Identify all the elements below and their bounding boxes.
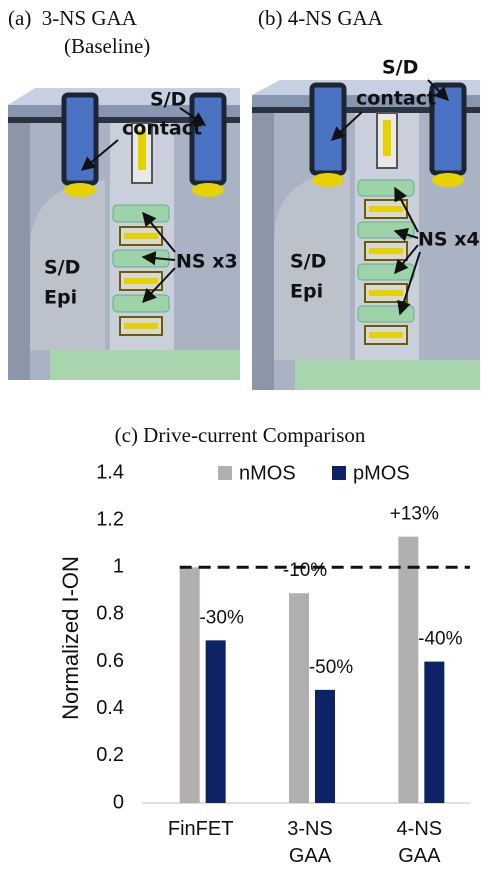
legend-label: pMOS — [353, 462, 410, 484]
chart-title: (c) Drive-current Comparison — [115, 423, 366, 447]
epi-label: Epi — [290, 281, 323, 303]
figure: (a) 3-NS GAA (Baseline) (b) 4-NS GAA S/D… — [0, 0, 481, 871]
contact-label: S/D — [382, 57, 418, 79]
panel-label: (b) 4-NS GAA — [258, 6, 384, 30]
y-tick-label: 1.4 — [96, 461, 124, 483]
y-tick-label: 1 — [113, 556, 124, 578]
y-tick-label: 0.4 — [96, 697, 124, 719]
bar — [315, 690, 335, 803]
bar-annotation: -40% — [418, 629, 462, 650]
legend-label: nMOS — [239, 462, 296, 484]
bar-annotation: -50% — [309, 657, 353, 678]
bar-annotation: -10% — [283, 560, 327, 581]
y-tick-label: 0.8 — [96, 603, 124, 625]
contact-label: S/D — [150, 89, 186, 111]
y-tick-label: 0.6 — [96, 650, 124, 672]
bar — [206, 640, 226, 803]
x-tick-label: FinFET — [166, 816, 236, 843]
panel-label: (a) 3-NS GAA — [8, 6, 138, 30]
y-axis-label: Normalized I-ON — [58, 556, 83, 720]
panel-sublabel: (Baseline) — [64, 34, 150, 58]
epi-label: S/D — [44, 257, 80, 279]
epi-label: Epi — [44, 287, 77, 309]
ns-label: NS x4 — [418, 229, 480, 251]
bar — [424, 662, 444, 803]
canvas: (a) 3-NS GAA (Baseline) (b) 4-NS GAA S/D… — [0, 0, 481, 871]
bar-annotation: -30% — [199, 607, 243, 628]
x-tick-label: 4-NS GAA — [384, 816, 454, 870]
bar-annotation: +13% — [390, 504, 439, 525]
legend-swatch — [332, 466, 346, 480]
y-tick-label: 1.2 — [96, 508, 124, 530]
epi-label: S/D — [290, 251, 326, 273]
y-tick-label: 0 — [113, 791, 124, 813]
legend-swatch — [218, 466, 232, 480]
contact-label: contact — [122, 118, 202, 140]
contact-label: contact — [356, 88, 436, 110]
x-tick-label: 3-NS GAA — [275, 816, 345, 870]
ns-label: NS x3 — [176, 251, 238, 273]
bar — [398, 537, 418, 803]
bar — [180, 567, 200, 803]
bar — [289, 593, 309, 803]
y-tick-label: 0.2 — [96, 744, 124, 766]
